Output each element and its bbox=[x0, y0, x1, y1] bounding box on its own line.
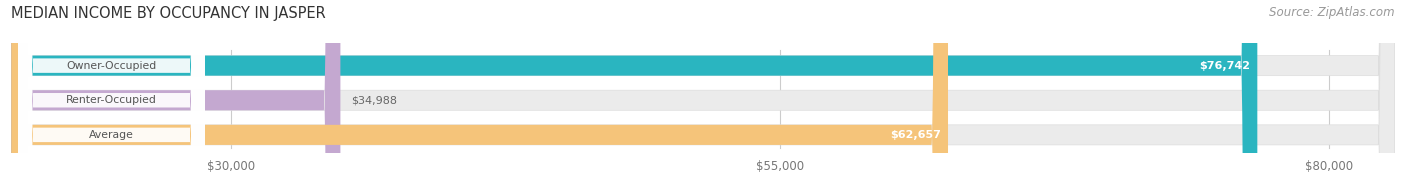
Text: Renter-Occupied: Renter-Occupied bbox=[66, 95, 157, 105]
FancyBboxPatch shape bbox=[11, 0, 1257, 196]
Text: MEDIAN INCOME BY OCCUPANCY IN JASPER: MEDIAN INCOME BY OCCUPANCY IN JASPER bbox=[11, 6, 326, 21]
FancyBboxPatch shape bbox=[11, 0, 1395, 196]
Text: $34,988: $34,988 bbox=[352, 95, 398, 105]
FancyBboxPatch shape bbox=[11, 0, 340, 196]
FancyBboxPatch shape bbox=[11, 0, 1395, 196]
FancyBboxPatch shape bbox=[18, 0, 205, 196]
Text: $62,657: $62,657 bbox=[890, 130, 941, 140]
Text: Average: Average bbox=[89, 130, 134, 140]
FancyBboxPatch shape bbox=[18, 0, 205, 196]
Text: Owner-Occupied: Owner-Occupied bbox=[66, 61, 156, 71]
Text: $76,742: $76,742 bbox=[1199, 61, 1250, 71]
FancyBboxPatch shape bbox=[18, 0, 205, 196]
Text: Source: ZipAtlas.com: Source: ZipAtlas.com bbox=[1270, 6, 1395, 19]
FancyBboxPatch shape bbox=[11, 0, 1395, 196]
FancyBboxPatch shape bbox=[11, 0, 948, 196]
